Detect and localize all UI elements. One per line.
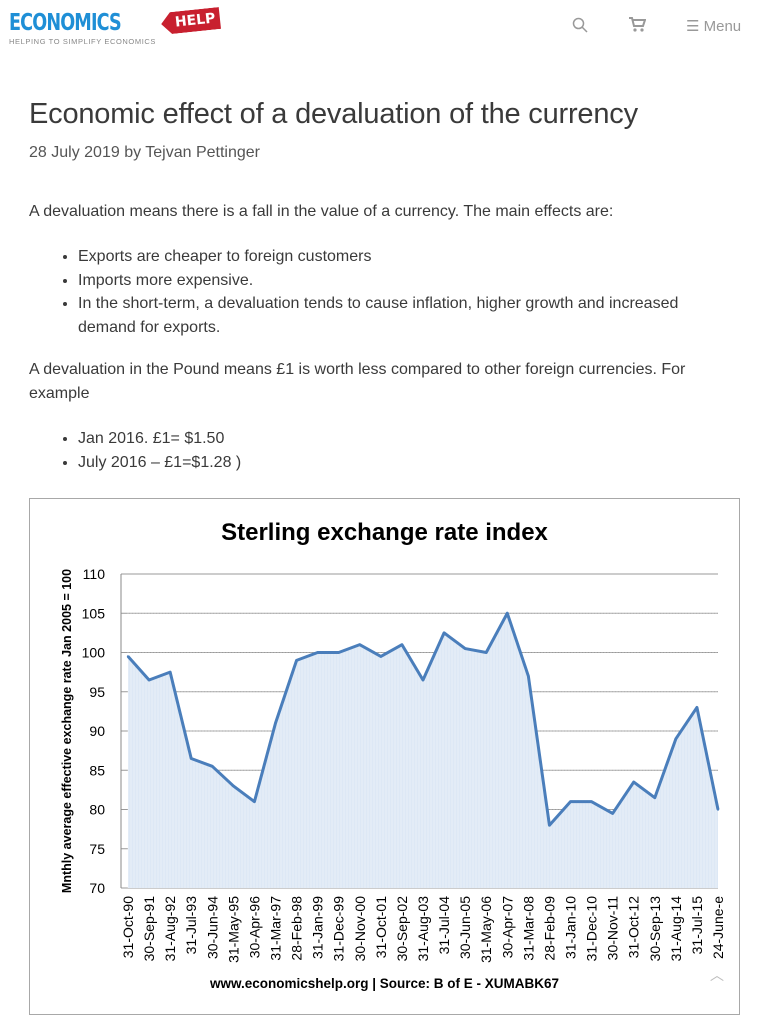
logo-tagline: HELPING TO SIMPLIFY ECONOMICS — [9, 37, 157, 46]
y-tick-label: 110 — [83, 566, 106, 582]
data-point — [485, 651, 488, 654]
x-tick-label: 31-Oct-12 — [626, 896, 642, 958]
site-logo[interactable]: ECONOMICS HELP HELPING TO SIMPLIFY ECONO… — [9, 10, 156, 46]
data-point — [653, 796, 656, 799]
x-tick-label: 31-Aug-14 — [668, 896, 684, 962]
data-point — [421, 678, 425, 682]
x-tick-label: 30-Jun-05 — [457, 896, 473, 959]
data-point — [463, 647, 467, 650]
spacer — [121, 574, 718, 626]
y-axis-label: Mnthly average effective exchange rate J… — [60, 569, 74, 893]
data-point — [295, 659, 298, 662]
data-point — [716, 808, 720, 811]
x-tick-label: 28-Feb-09 — [541, 896, 557, 961]
x-tick-label: 30-Apr-96 — [246, 896, 262, 958]
data-point — [590, 800, 593, 803]
examples-list: Jan 2016. £1= $1.50 July 2016 – £1=$1.28… — [60, 427, 740, 474]
chart-title: Sterling exchange rate index — [221, 519, 548, 546]
data-point — [674, 737, 678, 741]
exchange-rate-chart: Sterling exchange rate index 70 75 80 85 90 9… — [29, 498, 740, 1015]
logo-text: ECONOMICS — [9, 10, 122, 36]
data-point — [316, 651, 319, 654]
x-tick-label: 31-May-95 — [225, 896, 241, 963]
data-point — [168, 670, 172, 674]
x-tick-label: 31-Mar-08 — [520, 896, 536, 961]
y-tick-label: 80 — [89, 802, 105, 818]
x-tick-label: 31-Jul-93 — [183, 896, 199, 955]
data-point — [695, 706, 699, 709]
y-tick-label: 95 — [89, 684, 105, 700]
data-point — [126, 655, 130, 658]
data-point — [611, 812, 614, 815]
data-point — [400, 643, 404, 646]
y-tick-label: 105 — [82, 605, 106, 621]
author-link[interactable]: Tejvan Pettinger — [145, 144, 260, 161]
x-tick-label: 30-Sep-02 — [394, 896, 410, 962]
data-point — [232, 784, 235, 788]
data-point — [527, 674, 530, 678]
site-header: ECONOMICS HELP HELPING TO SIMPLIFY ECONO… — [0, 0, 768, 60]
x-tick-label: 30-Nov-00 — [352, 896, 368, 962]
menu-label: Menu — [703, 18, 742, 35]
effects-list: Exports are cheaper to foreign customers… — [60, 245, 740, 339]
data-point — [190, 757, 193, 760]
by-text: by — [124, 144, 142, 161]
cart-icon[interactable] — [628, 17, 647, 37]
intro-paragraph: A devaluation means there is a fall in t… — [29, 203, 614, 220]
x-tick-label: 30-Apr-07 — [499, 896, 515, 958]
data-point — [548, 824, 551, 827]
x-tick-label: 31-Jan-10 — [563, 896, 579, 959]
list-item: Exports are cheaper to foreign customers — [78, 245, 740, 269]
x-tick-label: 30-Nov-11 — [605, 896, 621, 961]
x-tick-label: 31-Dec-99 — [331, 896, 347, 962]
data-point — [442, 631, 446, 635]
list-item: Imports more expensive. — [78, 269, 740, 293]
x-tick-label: 30-Sep-91 — [141, 896, 157, 962]
x-tick-label: 24-June-e — [710, 896, 726, 959]
x-tick-label: 31-Aug-03 — [415, 896, 431, 962]
list-item: Jan 2016. £1= $1.50 — [78, 427, 740, 451]
x-tick-label: 28-Feb-98 — [289, 896, 305, 961]
data-point — [569, 800, 572, 803]
x-tick-label: 31-Oct-90 — [120, 896, 136, 958]
list-item: In the short-term, a devaluation tends t… — [78, 292, 740, 339]
x-tick-label: 31-May-06 — [478, 896, 494, 963]
data-point — [211, 765, 214, 768]
x-tick-label: 31-Jul-04 — [436, 896, 452, 955]
x-tick-label: 30-Sep-13 — [647, 896, 663, 962]
page-title: Economic effect of a devaluation of the … — [29, 98, 638, 130]
x-tick-label: 30-Jun-94 — [204, 896, 220, 959]
data-point — [632, 780, 635, 784]
y-tick-label: 70 — [89, 880, 105, 896]
data-point — [274, 721, 277, 725]
hamburger-icon: ☰ — [686, 18, 700, 35]
y-tick-label: 100 — [82, 645, 106, 661]
list-item: July 2016 – £1=$1.28 ) — [78, 451, 740, 475]
scroll-to-top-icon[interactable]: ︿ — [710, 967, 724, 983]
data-point — [379, 655, 383, 658]
search-icon[interactable] — [572, 17, 588, 37]
post-date[interactable]: 28 July 2019 — [29, 144, 120, 161]
chart-plot: 70 75 80 85 90 95 100 105 110 Mnthly average effe… — [60, 566, 726, 963]
chart-source: www.economicshelp.org | Source: B of E -… — [209, 976, 560, 991]
data-point — [337, 651, 340, 654]
pound-paragraph: A devaluation in the Pound means £1 is w… — [29, 361, 686, 402]
post-meta: 28 July 2019 by Tejvan Pettinger — [29, 144, 260, 162]
x-tick-label: 31-Jul-15 — [689, 896, 705, 955]
logo-tag: HELP — [160, 7, 221, 35]
x-tick-label: 31-Aug-92 — [162, 896, 178, 962]
y-tick-label: 85 — [89, 762, 105, 778]
data-point — [253, 800, 256, 803]
x-tick-label: 31-Mar-97 — [268, 896, 284, 961]
y-tick-label: 75 — [89, 841, 105, 857]
x-tick-label: 31-Oct-01 — [373, 896, 389, 958]
data-point — [147, 678, 151, 682]
x-tick-label: 31-Jan-99 — [310, 896, 326, 959]
x-tick-label: 31-Dec-10 — [584, 896, 600, 962]
menu-button[interactable]: ☰ Menu — [686, 17, 741, 35]
data-point — [358, 643, 361, 646]
series-area — [128, 613, 718, 888]
data-point — [506, 612, 509, 615]
y-tick-label: 90 — [89, 723, 105, 739]
